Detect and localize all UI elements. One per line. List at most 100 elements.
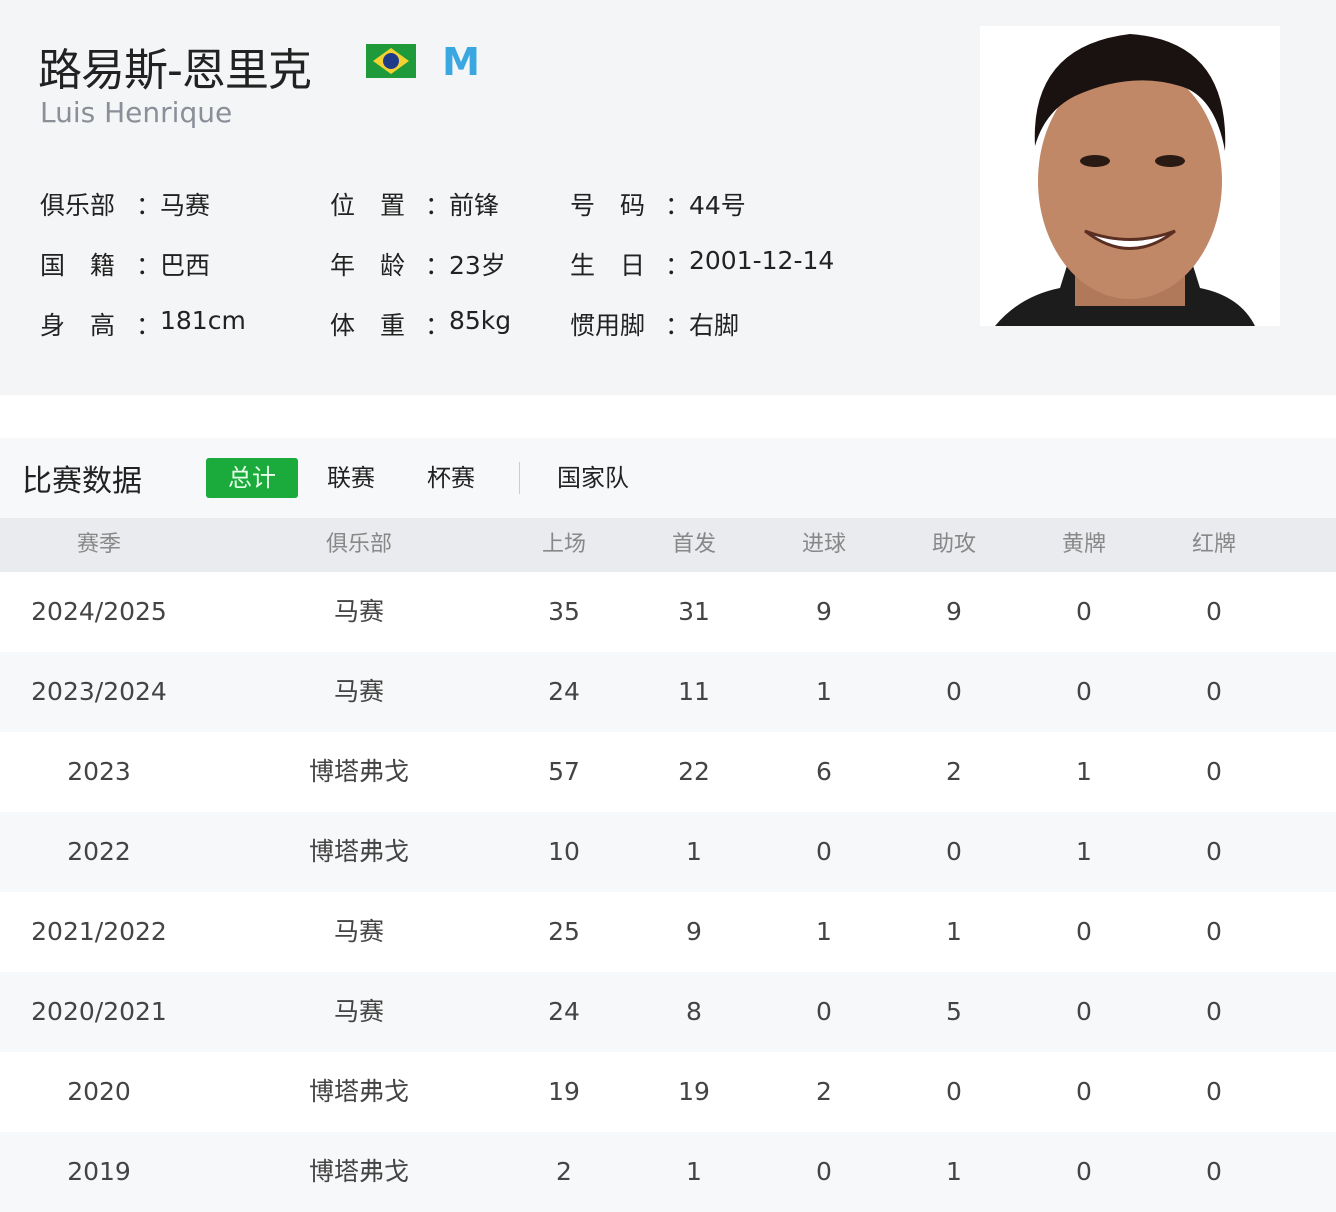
table-cell: 1 — [946, 917, 962, 946]
table-cell: 9 — [686, 917, 702, 946]
table-cell: 35 — [548, 597, 580, 626]
table-cell: 马赛 — [333, 917, 384, 946]
table-cell: 2 — [556, 1157, 572, 1186]
stats-table-header: 赛季 俱乐部 上场 首发 进球 助攻 黄牌 红牌 — [0, 518, 1336, 572]
table-cell: 2024/2025 — [31, 597, 167, 626]
table-cell: 0 — [1076, 1157, 1092, 1186]
table-cell: 2 — [946, 757, 962, 786]
tab-total[interactable]: 总计 — [206, 458, 298, 498]
table-cell: 0 — [1206, 1077, 1222, 1106]
tab-national-team[interactable]: 国家队 — [557, 464, 629, 492]
table-cell: 0 — [816, 1157, 832, 1186]
table-cell: 11 — [678, 677, 710, 706]
table-cell: 0 — [1076, 997, 1092, 1026]
tab-cup[interactable]: 杯赛 — [427, 464, 475, 492]
table-row: 2023/2024 马赛 24 11 1 0 0 0 — [0, 652, 1336, 732]
table-cell: 1 — [816, 677, 832, 706]
column-header: 赛季 — [76, 532, 121, 557]
info-value: 23岁 — [449, 251, 506, 280]
column-header: 助攻 — [931, 532, 976, 557]
table-cell: 9 — [816, 597, 832, 626]
player-name-cn: 路易斯-恩里克 — [38, 45, 312, 96]
table-cell: 0 — [1206, 917, 1222, 946]
table-row: 2022 博塔弗戈 10 1 0 0 1 0 — [0, 812, 1336, 892]
table-cell: 马赛 — [333, 677, 384, 706]
table-cell: 0 — [816, 997, 832, 1026]
table-cell: 25 — [548, 917, 580, 946]
table-cell: 24 — [548, 677, 580, 706]
table-cell: 9 — [946, 597, 962, 626]
info-colon: ： — [425, 251, 451, 280]
marseille-crest-icon[interactable]: M — [442, 40, 480, 84]
tab-league[interactable]: 联赛 — [327, 464, 375, 492]
table-cell: 0 — [1206, 677, 1222, 706]
table-cell: 0 — [1076, 1077, 1092, 1106]
info-value: 前锋 — [449, 191, 500, 220]
table-cell: 2023/2024 — [31, 677, 167, 706]
table-row: 2020/2021 马赛 24 8 0 5 0 0 — [0, 972, 1336, 1052]
table-row: 2019 博塔弗戈 2 1 0 1 0 0 — [0, 1132, 1336, 1212]
column-header: 黄牌 — [1061, 532, 1106, 557]
info-value: 右脚 — [689, 311, 740, 340]
table-cell: 57 — [548, 757, 580, 786]
info-value: 44号 — [689, 191, 746, 220]
table-cell: 0 — [1076, 597, 1092, 626]
info-label: 身 高 — [40, 311, 116, 340]
info-value: 85kg — [449, 306, 512, 335]
info-colon: ： — [665, 311, 691, 340]
tab-divider — [519, 462, 520, 494]
table-cell: 2023 — [67, 757, 131, 786]
table-cell: 博塔弗戈 — [308, 837, 409, 866]
table-cell: 2020/2021 — [31, 997, 167, 1026]
info-label: 号 码 — [570, 191, 646, 220]
info-label: 惯用脚 — [570, 311, 646, 340]
table-cell: 1 — [816, 917, 832, 946]
table-cell: 博塔弗戈 — [308, 757, 409, 786]
info-colon: ： — [425, 191, 451, 220]
table-cell: 2 — [816, 1077, 832, 1106]
table-cell: 0 — [1076, 677, 1092, 706]
column-header: 红牌 — [1191, 532, 1236, 557]
table-cell: 31 — [678, 597, 710, 626]
table-cell: 8 — [686, 997, 702, 1026]
info-colon: ： — [665, 251, 691, 280]
table-cell: 博塔弗戈 — [308, 1077, 409, 1106]
info-label: 位 置 — [330, 191, 406, 220]
table-cell: 0 — [1206, 757, 1222, 786]
info-colon: ： — [136, 191, 162, 220]
table-cell: 0 — [1206, 837, 1222, 866]
table-cell: 2021/2022 — [31, 917, 167, 946]
table-cell: 0 — [946, 677, 962, 706]
info-value: 巴西 — [160, 251, 211, 280]
table-row: 2023 博塔弗戈 57 22 6 2 1 0 — [0, 732, 1336, 812]
table-row: 2024/2025 马赛 35 31 9 9 0 0 — [0, 572, 1336, 652]
info-label: 生 日 — [570, 251, 646, 280]
table-cell: 马赛 — [333, 597, 384, 626]
info-label: 体 重 — [330, 311, 406, 340]
table-cell: 0 — [946, 1077, 962, 1106]
info-label: 俱乐部 — [40, 191, 116, 220]
info-label: 年 龄 — [330, 251, 406, 280]
table-cell: 1 — [1076, 837, 1092, 866]
stats-section-title: 比赛数据 — [22, 464, 142, 499]
table-cell: 22 — [678, 757, 710, 786]
info-value: 2001-12-14 — [689, 246, 835, 275]
table-cell: 5 — [946, 997, 962, 1026]
column-header: 俱乐部 — [325, 532, 392, 557]
table-cell: 2019 — [67, 1157, 131, 1186]
info-colon: ： — [136, 311, 162, 340]
table-row: 2021/2022 马赛 25 9 1 1 0 0 — [0, 892, 1336, 972]
player-photo — [980, 26, 1280, 326]
column-header: 首发 — [671, 532, 716, 557]
table-cell: 1 — [946, 1157, 962, 1186]
table-cell: 0 — [816, 837, 832, 866]
table-cell: 6 — [816, 757, 832, 786]
table-cell: 2022 — [67, 837, 131, 866]
table-cell: 1 — [1076, 757, 1092, 786]
table-cell: 0 — [1206, 1157, 1222, 1186]
info-value: 马赛 — [160, 191, 211, 220]
player-name-en: Luis Henrique — [40, 96, 233, 129]
table-cell: 24 — [548, 997, 580, 1026]
brazil-flag-icon — [366, 44, 416, 78]
table-cell: 1 — [686, 1157, 702, 1186]
